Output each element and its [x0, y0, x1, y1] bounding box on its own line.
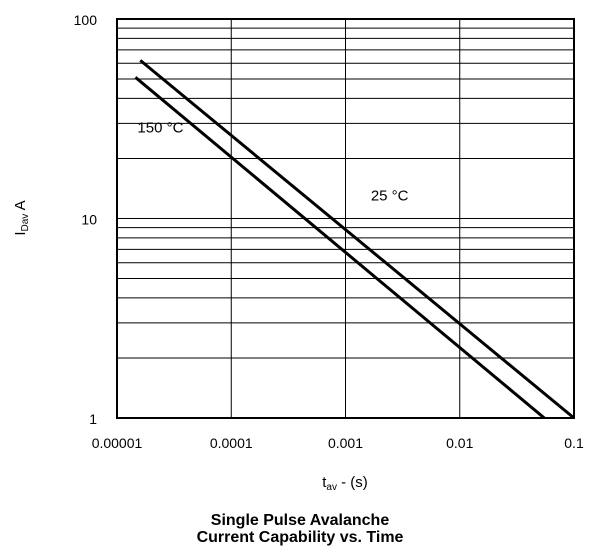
- series-line-150c: [134, 76, 546, 420]
- grid-lines: [116, 19, 575, 419]
- plot-area-frame: [116, 18, 575, 419]
- y-axis-label: IDav A: [12, 200, 31, 235]
- series-line-25c: [139, 59, 575, 420]
- x-tick-label: 0.001: [328, 435, 363, 451]
- series-annotation: 25 °C: [371, 188, 409, 205]
- series-annotation: 150 °C: [137, 119, 183, 136]
- x-tick-label: 0.1: [564, 435, 584, 451]
- chart-title-line-1: Single Pulse Avalanche: [210, 512, 390, 529]
- x-tick-label: 0.0001: [210, 435, 253, 451]
- chart-title-line-2: Current Capability vs. Time: [196, 529, 404, 546]
- y-tick-label: 100: [74, 12, 98, 28]
- series-lines: [134, 59, 575, 420]
- x-tick-label: 0.01: [446, 435, 473, 451]
- tick-labels: 0.00001 0.0001 0.001 0.01 0.1 1 10 100: [74, 12, 584, 451]
- annotations: 150 °C 25 °C: [137, 119, 408, 204]
- y-tick-label: 10: [81, 212, 97, 228]
- x-tick-label: 0.00001: [92, 435, 143, 451]
- y-tick-label: 1: [89, 411, 97, 427]
- x-axis-label: tav - (s): [322, 474, 368, 493]
